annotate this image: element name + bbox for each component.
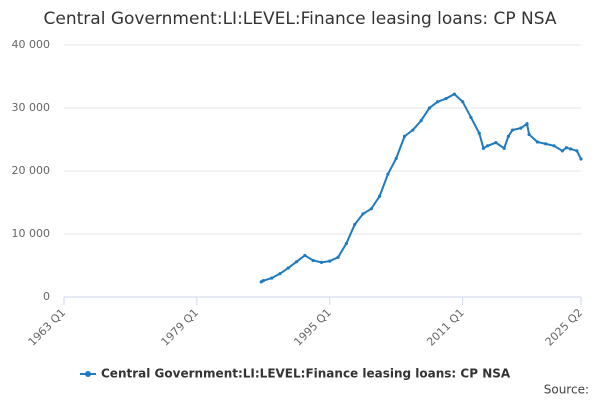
y-tick-label: 0	[43, 290, 50, 303]
point	[311, 258, 315, 263]
point	[544, 142, 548, 146]
point	[270, 276, 274, 280]
point	[444, 96, 448, 101]
point	[527, 132, 531, 137]
point	[419, 119, 423, 123]
x-tick-label: 2011 Q1	[424, 306, 467, 349]
point	[369, 207, 373, 211]
point	[303, 253, 307, 258]
point	[461, 100, 465, 104]
point	[525, 122, 529, 126]
point	[506, 134, 510, 138]
point	[569, 147, 573, 151]
line	[260, 92, 582, 283]
point	[519, 126, 523, 130]
point	[278, 272, 282, 276]
x-tick-label: 1979 Q1	[159, 306, 202, 349]
point	[328, 259, 332, 263]
point	[560, 149, 564, 153]
point	[319, 260, 324, 264]
point	[564, 146, 569, 150]
x-tick-label: 1995 Q1	[291, 306, 334, 349]
point	[485, 144, 490, 148]
point	[377, 194, 382, 198]
y-tick-label: 20 000	[12, 164, 51, 177]
point	[436, 100, 440, 104]
point	[261, 279, 265, 283]
y-tick-label: 10 000	[12, 227, 51, 240]
point	[502, 146, 506, 150]
point	[344, 241, 348, 246]
point	[481, 146, 486, 150]
legend-marker	[85, 371, 91, 377]
y-tick-label: 40 000	[12, 38, 51, 51]
point	[353, 222, 357, 227]
point	[402, 134, 407, 138]
legend-label: Central Government:LI:LEVEL:Finance leas…	[101, 367, 511, 381]
point	[286, 266, 290, 270]
x-tick-label: 1963 Q1	[26, 306, 69, 349]
point	[579, 157, 583, 161]
chart-title: Central Government:LI:LEVEL:Finance leas…	[44, 9, 557, 29]
y-tick-label: 30 000	[12, 101, 51, 114]
point	[494, 141, 498, 145]
point	[575, 149, 579, 153]
point	[394, 156, 398, 160]
point	[294, 260, 299, 264]
point	[361, 212, 365, 216]
point	[411, 128, 415, 132]
point	[510, 128, 515, 132]
point	[535, 140, 539, 144]
point	[452, 92, 456, 96]
source-label: Source:	[544, 383, 589, 397]
point	[469, 115, 473, 120]
x-tick-label: 2025 Q2	[543, 306, 586, 349]
point	[427, 106, 432, 110]
point	[386, 172, 390, 176]
point	[477, 131, 481, 135]
point	[336, 255, 340, 259]
point	[552, 144, 556, 148]
